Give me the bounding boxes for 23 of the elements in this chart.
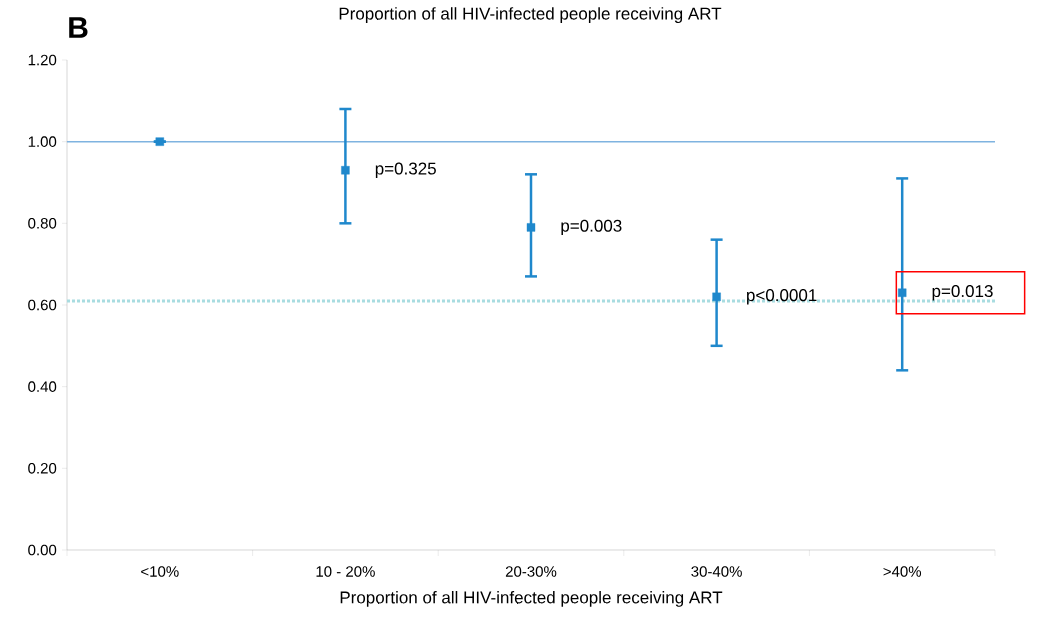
point [898,288,907,297]
y-tick-label: 0.40 [28,381,57,392]
text: B [69,17,88,38]
annotation: p=0.013 [932,285,993,301]
annotation: p=0.003 [561,219,622,236]
point [712,292,721,302]
y-tick-label: 0.80 [28,218,57,229]
point [341,166,350,175]
x-tick-label: 20-30% [505,566,557,577]
x-tick-label: 30-40% [691,566,742,577]
x-tick-label: 10 - 20% [316,566,375,577]
y-tick-label: 0.20 [28,463,57,474]
annotation: p<0.0001 [747,289,817,305]
x-axis-title: Proportion of all HIV-infected people receiving ART [340,591,723,607]
y-tick-label: 1.00 [28,136,57,147]
y-tick-label: 0.00 [28,544,57,556]
annotation: p=0.325 [375,162,436,178]
y-tick-label: 1.20 [28,54,57,66]
chart-title: Proportion of all HIV-infected people receiving ART [339,7,722,24]
x-tick-label: <10% [141,566,179,577]
y-tick-label: 0.60 [28,299,57,311]
x-tick-label: >40% [883,566,922,577]
point [526,223,536,232]
